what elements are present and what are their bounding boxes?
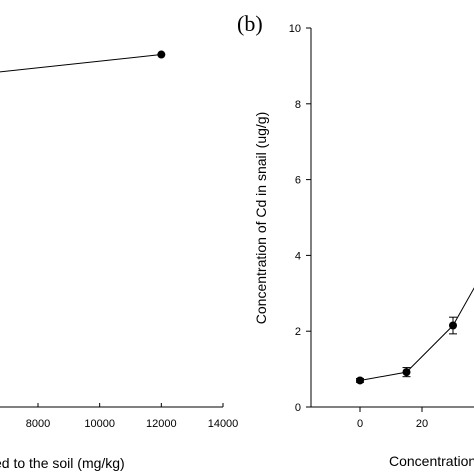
panel-a-x-tick-label: 14000: [208, 418, 239, 430]
panel-a-data-point: [157, 50, 166, 59]
panel-b-series-line: [359, 287, 474, 381]
panel-b-y-axis-title: Concentration of Cd in snail (ug/g): [253, 112, 269, 324]
panel-b-y-tick-label: 0: [295, 402, 301, 414]
panel-b-data-point: [449, 321, 457, 330]
panel-a-x-tick-label: 10000: [84, 418, 115, 430]
panel-b-label: (b): [237, 11, 263, 36]
panel-a-x-axis-title: ed to the soil (mg/kg): [0, 455, 125, 471]
panel-b-y-tick-label: 10: [289, 23, 301, 35]
panel-b-y-tick-label: 6: [295, 175, 301, 187]
panel-a: 8000 10000 12000 14000 ed to the soil (mg/k…: [0, 50, 239, 471]
panel-b-x-tick-label: 0: [357, 418, 363, 430]
panel-b-y-tick-label: 4: [295, 250, 301, 262]
panel-b-x-axis-title: Concentration: [389, 453, 474, 469]
panel-b-x-tick-label: 20: [416, 418, 428, 430]
panel-b: (b) 0 2 4 6 8 10 0 20 Concentration of Cd in s…: [237, 11, 474, 469]
panel-b-y-tick-label: 8: [295, 99, 301, 111]
panel-a-x-tick-label: 8000: [26, 418, 50, 430]
panel-b-data-point: [402, 368, 411, 377]
panel-a-series-line: [0, 54, 162, 73]
panel-b-y-tick-label: 2: [295, 326, 301, 338]
panel-b-data-point: [356, 376, 364, 385]
panel-a-x-tick-label: 12000: [146, 418, 177, 430]
